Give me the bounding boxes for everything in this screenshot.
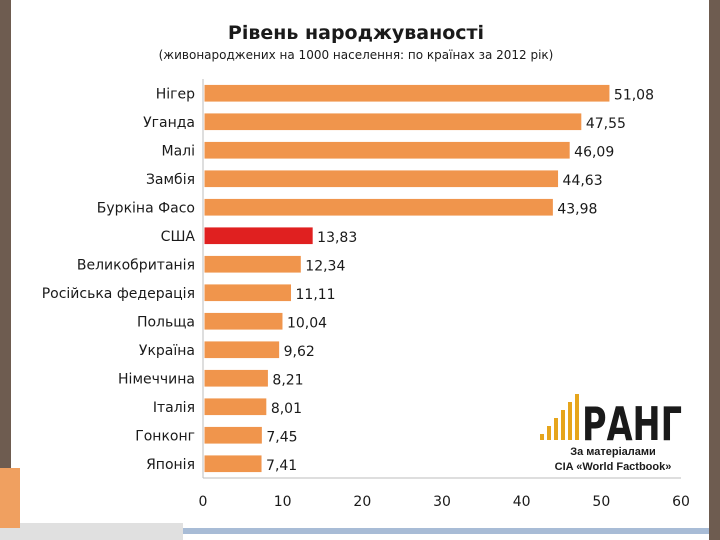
chart-subtitle: (живонароджених на 1000 населення: по кр… (159, 48, 554, 62)
category-label: Малі (162, 143, 196, 159)
bar (203, 368, 269, 388)
right-frame-strip (709, 0, 720, 540)
logo-bar-4 (561, 410, 565, 440)
logo-bar-2 (547, 426, 551, 440)
logo-bar-1 (540, 434, 544, 440)
category-label: Нігер (156, 86, 195, 102)
value-label: 7,45 (266, 429, 297, 445)
value-label: 7,41 (266, 458, 297, 474)
bar (203, 254, 302, 274)
left-frame-strip (0, 0, 11, 540)
value-label: 43,98 (557, 201, 597, 217)
bar (203, 425, 263, 445)
rang-logo: РАНГ (540, 394, 682, 451)
bar (203, 112, 583, 132)
category-label: США (161, 229, 196, 245)
category-label: Німеччина (118, 371, 195, 387)
bottom-accent-orange (0, 468, 20, 528)
x-tick-label: 20 (353, 494, 371, 510)
value-label: 47,55 (586, 116, 626, 132)
category-label: Великобританія (77, 257, 195, 273)
bar (203, 397, 268, 417)
source-line-1: За матеріалами (570, 446, 656, 458)
category-label: Уганда (143, 115, 195, 131)
bottom-accent-blue (183, 528, 709, 534)
bar (203, 340, 281, 360)
category-label: Україна (139, 343, 195, 359)
bar (203, 140, 571, 160)
bars-group (203, 83, 611, 474)
category-label: Польща (137, 314, 195, 330)
x-tick-label: 10 (274, 494, 292, 510)
x-tick-label: 60 (672, 494, 690, 510)
value-label: 13,83 (317, 230, 357, 246)
x-tick-label: 50 (592, 494, 610, 510)
category-labels: Нігер Уганда Малі Замбія Буркіна Фасо США Вели… (42, 86, 196, 473)
category-label: Російська федерація (42, 286, 195, 302)
value-label: 9,62 (284, 344, 315, 360)
category-label: Італія (153, 400, 195, 416)
bar (203, 169, 560, 189)
value-label: 8,21 (272, 372, 303, 388)
source-line-2: CIA «World Factbook» (555, 461, 672, 473)
logo-bar-6 (575, 394, 579, 440)
x-tick-label: 30 (433, 494, 451, 510)
bar (203, 311, 284, 331)
chart-card: Рівень народжуваності (живонароджених на… (20, 0, 703, 523)
bar (203, 283, 293, 303)
bar (203, 197, 554, 217)
bar (203, 454, 263, 474)
category-label: Гонконг (135, 428, 195, 444)
category-label: Японія (146, 457, 195, 473)
value-label: 8,01 (271, 401, 302, 417)
category-label: Буркіна Фасо (97, 200, 195, 216)
value-label: 10,04 (287, 315, 327, 331)
birth-rate-chart: Рівень народжуваності (живонароджених на… (42, 22, 690, 510)
bar (203, 83, 611, 103)
logo-text: РАНГ (582, 397, 682, 451)
value-label: 11,11 (296, 287, 336, 303)
value-label: 44,63 (563, 173, 603, 189)
chart-title: Рівень народжуваності (228, 22, 484, 44)
bar (203, 226, 314, 246)
x-tick-label: 0 (199, 494, 208, 510)
x-tick-label: 40 (513, 494, 531, 510)
bottom-frame-strip (0, 523, 183, 540)
value-label: 46,09 (574, 144, 614, 160)
logo-bar-3 (554, 418, 558, 440)
x-tick-labels: 0 10 20 30 40 50 60 (199, 494, 690, 510)
value-labels: 51,08 47,55 46,09 44,63 43,98 13,83 12,34 11,11… (266, 87, 654, 474)
logo-bar-5 (568, 402, 572, 440)
value-label: 12,34 (305, 258, 345, 274)
value-label: 51,08 (614, 87, 654, 103)
category-label: Замбія (146, 172, 195, 188)
